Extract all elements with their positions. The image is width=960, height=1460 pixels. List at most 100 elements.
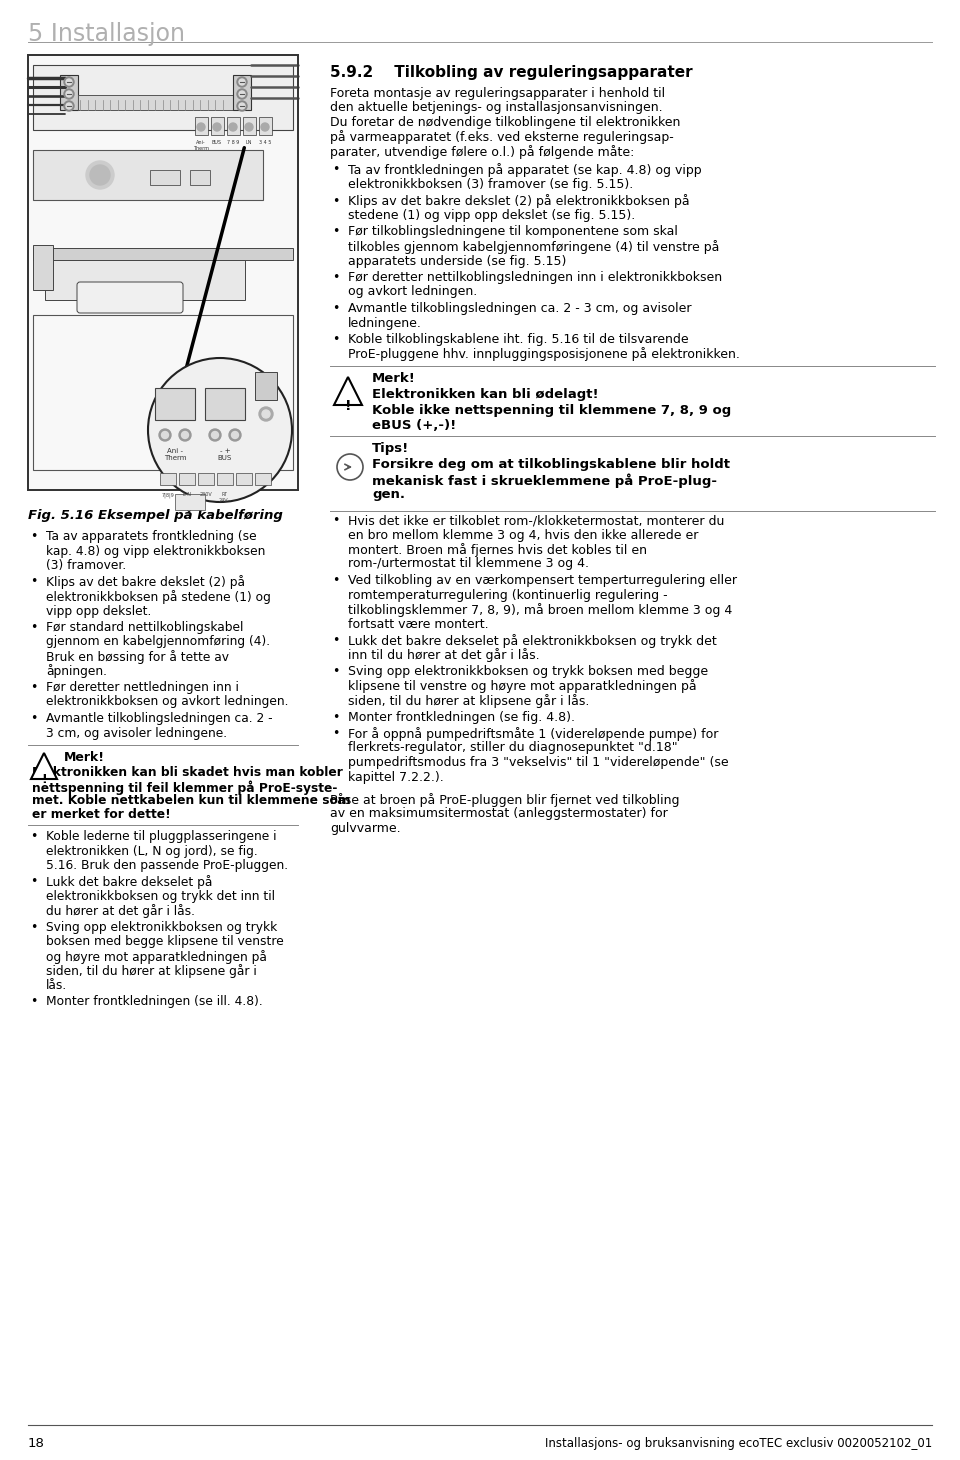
Text: og høyre mot apparatkledningen på: og høyre mot apparatkledningen på [46,950,267,964]
Text: er merket for dette!: er merket for dette! [32,807,171,821]
Text: Monter frontkledningen (se ill. 4.8).: Monter frontkledningen (se ill. 4.8). [46,996,263,1009]
Circle shape [211,432,219,438]
Circle shape [229,123,237,131]
Bar [211,117,224,134]
Text: 7 8 9: 7 8 9 [227,140,239,145]
Text: den aktuelle betjenings- og installasjonsanvisningen.: den aktuelle betjenings- og installasjon… [330,102,662,114]
Text: rom-/urtermostat til klemmene 3 og 4.: rom-/urtermostat til klemmene 3 og 4. [348,558,589,571]
Text: på varmeapparatet (f.eks. ved eksterne reguleringsap-: på varmeapparatet (f.eks. ved eksterne r… [330,130,674,145]
Text: elektronikkboksen på stedene (1) og: elektronikkboksen på stedene (1) og [46,590,271,604]
Text: •: • [332,574,340,587]
Circle shape [179,429,191,441]
Text: montert. Broen må fjernes hvis det kobles til en: montert. Broen må fjernes hvis det koble… [348,543,647,556]
Text: Koble lederne til pluggplasseringene i: Koble lederne til pluggplasseringene i [46,829,276,842]
Bar [33,66,293,130]
Text: åpningen.: åpningen. [46,664,107,679]
Circle shape [64,89,74,99]
Text: •: • [30,921,37,934]
Text: kapittel 7.2.2.).: kapittel 7.2.2.). [348,771,444,784]
Text: •: • [30,876,37,889]
Text: 5 Installasjon: 5 Installasjon [28,22,185,47]
Text: siden, til du hører at klipsene går i lås.: siden, til du hører at klipsene går i lå… [348,694,589,708]
Circle shape [229,429,241,441]
Text: •: • [332,711,340,724]
Text: For å oppnå pumpedriftsmåte 1 (videreløpende pumpe) for: For å oppnå pumpedriftsmåte 1 (videreløp… [348,727,718,742]
Circle shape [86,161,114,188]
Text: Hvis det ikke er tilkoblet rom-/klokketermostat, monterer du: Hvis det ikke er tilkoblet rom-/klokkete… [348,514,725,527]
Bar [217,473,233,485]
Text: siden, til du hører at klipsene går i: siden, til du hører at klipsene går i [46,965,256,978]
Circle shape [337,454,363,480]
Text: pumpedriftsmodus fra 3 "vekselvis" til 1 "videreløpende" (se: pumpedriftsmodus fra 3 "vekselvis" til 1… [348,756,729,769]
Circle shape [237,77,247,88]
Circle shape [90,165,110,185]
Text: Forsikre deg om at tilkoblingskablene blir holdt: Forsikre deg om at tilkoblingskablene bl… [372,458,730,472]
Text: og avkort ledningen.: og avkort ledningen. [348,286,477,298]
Text: met. Koble nettkabelen kun til klemmene som: met. Koble nettkabelen kun til klemmene … [32,794,350,807]
Bar [160,473,176,485]
Circle shape [197,123,205,131]
Text: kap. 4.8) og vipp elektronikkboksen: kap. 4.8) og vipp elektronikkboksen [46,545,265,558]
Text: Ani-
Therm: Ani- Therm [193,140,209,150]
Text: klipsene til venstre og høyre mot apparatkledningen på: klipsene til venstre og høyre mot appara… [348,679,697,694]
Text: apparatets underside (se fig. 5.15): apparatets underside (se fig. 5.15) [348,254,566,267]
Text: 5.9.2    Tilkobling av reguleringsapparater: 5.9.2 Tilkobling av reguleringsapparater [330,66,692,80]
Text: •: • [332,164,340,177]
Text: Påse at broen på ProE-pluggen blir fjernet ved tilkobling: Påse at broen på ProE-pluggen blir fjern… [330,793,680,807]
Text: vipp opp dekslet.: vipp opp dekslet. [46,604,152,618]
Circle shape [259,407,273,420]
Text: Lukk det bakre dekselet på elektronikkboksen og trykk det: Lukk det bakre dekselet på elektronikkbo… [348,634,717,648]
Text: •: • [332,225,340,238]
Text: L N: L N [183,492,191,496]
Circle shape [237,101,247,111]
Text: •: • [332,514,340,527]
Text: Ani -
Therm: Ani - Therm [164,448,186,461]
Text: Før tilkoblingsledningene til komponentene som skal: Før tilkoblingsledningene til komponente… [348,225,678,238]
Circle shape [64,101,74,111]
Text: !: ! [41,772,47,785]
Text: Monter frontkledningen (se fig. 4.8).: Monter frontkledningen (se fig. 4.8). [348,711,575,724]
Bar [150,169,180,185]
Text: stedene (1) og vipp opp dekslet (se fig. 5.15).: stedene (1) og vipp opp dekslet (se fig.… [348,209,636,222]
Text: gulvvarme.: gulvvarme. [330,822,400,835]
Text: LN: LN [246,140,252,145]
Text: 18: 18 [28,1437,45,1450]
Text: ledningene.: ledningene. [348,317,421,330]
Text: Tips!: Tips! [372,442,409,456]
Circle shape [181,432,188,438]
Text: elektronikkboksen (3) framover (se fig. 5.15).: elektronikkboksen (3) framover (se fig. … [348,178,634,191]
Bar [233,74,251,110]
Bar [28,55,298,491]
Text: boksen med begge klipsene til venstre: boksen med begge klipsene til venstre [46,936,284,949]
Circle shape [148,358,292,502]
Text: du hører at det går i lås.: du hører at det går i lås. [46,905,195,918]
Bar [259,117,272,134]
Circle shape [239,104,245,110]
Circle shape [66,91,72,96]
Text: Før standard nettilkoblingskabel: Før standard nettilkoblingskabel [46,620,244,634]
Text: BUS: BUS [212,140,222,145]
Text: tilkoblingsklemmer 7, 8, 9), må broen mellom klemme 3 og 4: tilkoblingsklemmer 7, 8, 9), må broen me… [348,603,732,618]
Text: Elektronikken kan bli ødelagt!: Elektronikken kan bli ødelagt! [372,388,599,402]
Text: Merk!: Merk! [64,750,105,764]
Text: Du foretar de nødvendige tilkoblingene til elektronikken: Du foretar de nødvendige tilkoblingene t… [330,115,681,128]
Text: •: • [332,664,340,677]
Bar [227,117,240,134]
Text: - +
BUS: - + BUS [218,448,232,461]
Circle shape [237,89,247,99]
Text: Elektronikken kan bli skadet hvis man kobler: Elektronikken kan bli skadet hvis man ko… [32,766,343,780]
Circle shape [239,91,245,96]
Circle shape [161,432,169,438]
Text: elektronikken (L, N og jord), se fig.: elektronikken (L, N og jord), se fig. [46,844,257,857]
Text: Ved tilkobling av en værkompensert temperturregulering eller: Ved tilkobling av en værkompensert tempe… [348,574,737,587]
Bar [195,117,208,134]
Text: Ta av frontkledningen på apparatet (se kap. 4.8) og vipp: Ta av frontkledningen på apparatet (se k… [348,164,702,178]
Text: Før deretter nettilkoblingsledningen inn i elektronikkboksen: Før deretter nettilkoblingsledningen inn… [348,272,722,285]
Bar [60,74,78,110]
Bar [190,169,210,185]
Circle shape [209,429,221,441]
Text: Lukk det bakre dekselet på: Lukk det bakre dekselet på [46,876,212,889]
Text: romtemperaturregulering (kontinuerlig regulering -: romtemperaturregulering (kontinuerlig re… [348,588,667,602]
Circle shape [261,123,269,131]
Bar [198,473,214,485]
